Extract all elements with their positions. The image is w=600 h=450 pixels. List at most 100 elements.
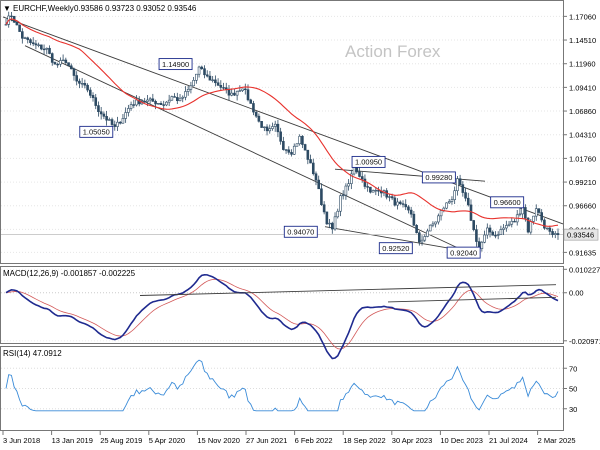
macd-signal-line (5, 278, 559, 350)
price-annotation-box (446, 246, 481, 259)
candle-body (94, 97, 98, 106)
x-tick-label: 21 Jul 2024 (489, 436, 528, 445)
candle-body (303, 144, 307, 151)
candle-body (34, 43, 38, 46)
price-tick-label: 0.91635 (569, 248, 596, 257)
price-tick-label: 0.96660 (569, 202, 596, 211)
candle-body (502, 227, 505, 230)
price-tick-label: 1.04310 (569, 131, 596, 140)
candle-body (61, 59, 65, 62)
candle-body (344, 185, 348, 196)
x-tick-label: 27 Jun 2021 (246, 436, 287, 445)
x-tick-label: 30 Apr 2023 (392, 436, 432, 445)
candle-body (124, 112, 127, 119)
price-annotation-label: 0.92040 (450, 248, 477, 257)
candle-body (521, 207, 524, 215)
candle-body (176, 97, 179, 102)
candle-body (284, 149, 288, 151)
candle-body (219, 85, 223, 88)
candle-body (426, 230, 429, 237)
candle-body (524, 207, 527, 219)
candle-body (551, 231, 554, 235)
price-annotation-label: 0.96600 (494, 198, 521, 207)
candle-body (75, 75, 78, 82)
trend-channel-line (2, 16, 564, 225)
candle-body (393, 197, 397, 206)
candle-body (363, 178, 367, 187)
candle-body (257, 115, 261, 122)
candle-body (450, 199, 454, 202)
candle-body (235, 90, 239, 96)
candle-body (461, 184, 465, 193)
candle-body (369, 186, 372, 193)
macd-label: MACD(12,26,9) -0.001857 -0.002225 (3, 269, 136, 278)
candle-body (189, 85, 193, 90)
candle-body (510, 220, 514, 225)
candle-body (127, 108, 130, 113)
x-tick-label: 15 Nov 2020 (197, 436, 240, 445)
candle-body (529, 221, 533, 233)
candle-body (42, 48, 46, 51)
price-annotation-box (79, 125, 114, 138)
candle-body (224, 87, 228, 90)
candle-body (45, 47, 49, 50)
candle-body (110, 119, 114, 125)
candle-body (23, 37, 27, 39)
candle-body (431, 223, 435, 226)
price-annotation-box (283, 225, 318, 238)
candle-body (165, 101, 168, 106)
candle-body (151, 98, 155, 102)
candle-body (494, 234, 497, 237)
candle-body (415, 224, 418, 234)
candle-body (195, 73, 198, 81)
candle-body (469, 204, 473, 221)
candle-body (355, 166, 359, 173)
candle-body (309, 159, 312, 164)
candle-body (173, 96, 176, 98)
candle-body (295, 143, 299, 147)
collapse-arrow-icon[interactable]: ▼ (3, 4, 11, 13)
current-price-label: 0.93546 (567, 231, 594, 240)
candle-body (439, 210, 443, 217)
macd-tick-label: 0.00 (569, 289, 584, 298)
candle-body (203, 68, 206, 76)
candle-body (4, 24, 8, 26)
candle-body (99, 111, 103, 115)
candle-body (407, 206, 410, 211)
candle-body (428, 224, 432, 232)
candle-body (331, 222, 334, 230)
candle-body (480, 241, 484, 249)
candle-body (254, 111, 258, 117)
candle-body (412, 213, 416, 226)
candle-body (59, 60, 62, 65)
price-annotation-label: 0.92520 (382, 244, 409, 253)
candle-body (170, 96, 174, 101)
price-annotation-label: 0.94070 (287, 228, 314, 237)
x-tick-label: 25 Aug 2019 (100, 436, 142, 445)
candle-body (388, 196, 391, 198)
candle-body (409, 209, 413, 215)
candle-body (10, 15, 13, 18)
candle-body (252, 103, 255, 113)
macd-trendline (139, 284, 557, 296)
candle-body (48, 47, 51, 54)
candle-body (475, 229, 478, 242)
candle-body (216, 82, 220, 86)
candle-body (146, 99, 149, 102)
price-tick-label: 1.01760 (569, 154, 596, 163)
candle-body (243, 88, 247, 90)
candle-body (29, 39, 32, 43)
macd-tick-label: -0.020971 (569, 337, 600, 346)
candle-body (260, 121, 263, 128)
candle-body (265, 126, 269, 132)
candle-body (377, 189, 380, 192)
candle-body (456, 178, 459, 192)
price-tick-label: 1.09410 (569, 83, 596, 92)
candle-body (434, 221, 437, 225)
candle-body (15, 21, 19, 26)
candle-body (273, 123, 277, 127)
candle-body (135, 99, 138, 106)
x-tick-label: 3 Jun 2018 (3, 436, 40, 445)
candle-body (483, 234, 486, 243)
candle-body (317, 179, 321, 190)
